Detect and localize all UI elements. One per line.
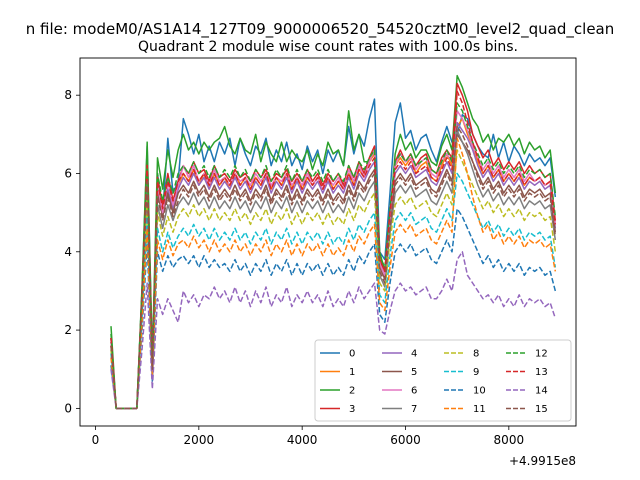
y-tick-label: 8 (64, 88, 72, 102)
x-offset-label: +4.9915e8 (509, 454, 576, 468)
y-tick-label: 0 (64, 401, 72, 415)
legend-label-0: 0 (349, 349, 355, 360)
series-line-10 (110, 207, 557, 410)
legend-label-10: 10 (473, 386, 486, 397)
legend-label-3: 3 (349, 404, 355, 415)
legend-label-11: 11 (473, 404, 486, 415)
series-layer (110, 74, 557, 410)
figure-suptitle: n file: modeM0/AS1A14_127T09_9000006520_… (26, 20, 615, 39)
series-line-4 (110, 121, 557, 410)
legend-label-8: 8 (473, 349, 479, 360)
legend-label-14: 14 (535, 386, 548, 397)
chart-title: Quadrant 2 module wise count rates with … (138, 39, 518, 55)
x-tick-label: 6000 (390, 433, 421, 447)
series-line-13 (110, 90, 557, 410)
series-line-11 (110, 137, 557, 410)
x-tick-label: 0 (92, 433, 100, 447)
legend-label-15: 15 (535, 404, 548, 415)
y-tick-label: 4 (64, 245, 72, 259)
x-tick-label: 2000 (184, 433, 215, 447)
legend-box (314, 339, 572, 422)
legend-label-9: 9 (473, 367, 479, 378)
plot-area: 0 2000 4000 6000 8000 0 2 4 6 8 (64, 57, 577, 447)
legend-label-12: 12 (535, 349, 548, 360)
x-axis: 0 2000 4000 6000 8000 (92, 426, 524, 447)
legend-label-1: 1 (349, 367, 355, 378)
axes-frame (79, 57, 577, 427)
series-line-7 (110, 129, 557, 410)
series-line-14 (110, 251, 557, 410)
legend-label-7: 7 (411, 404, 417, 415)
series-line-5 (110, 133, 557, 410)
series-line-8 (110, 149, 557, 410)
series-line-0 (110, 98, 557, 410)
x-tick-label: 4000 (287, 433, 318, 447)
x-tick-label: 8000 (494, 433, 525, 447)
y-tick-label: 2 (64, 323, 72, 337)
series-line-12 (110, 102, 557, 410)
y-axis: 0 2 4 6 8 (64, 88, 80, 415)
series-line-2 (110, 74, 557, 410)
series-line-9 (110, 172, 557, 410)
legend-label-4: 4 (411, 349, 417, 360)
y-tick-label: 6 (64, 166, 72, 180)
legend-label-2: 2 (349, 386, 355, 397)
legend-label-5: 5 (411, 367, 417, 378)
series-line-15 (110, 125, 557, 410)
legend-label-13: 13 (535, 367, 548, 378)
legend-label-6: 6 (411, 386, 417, 397)
